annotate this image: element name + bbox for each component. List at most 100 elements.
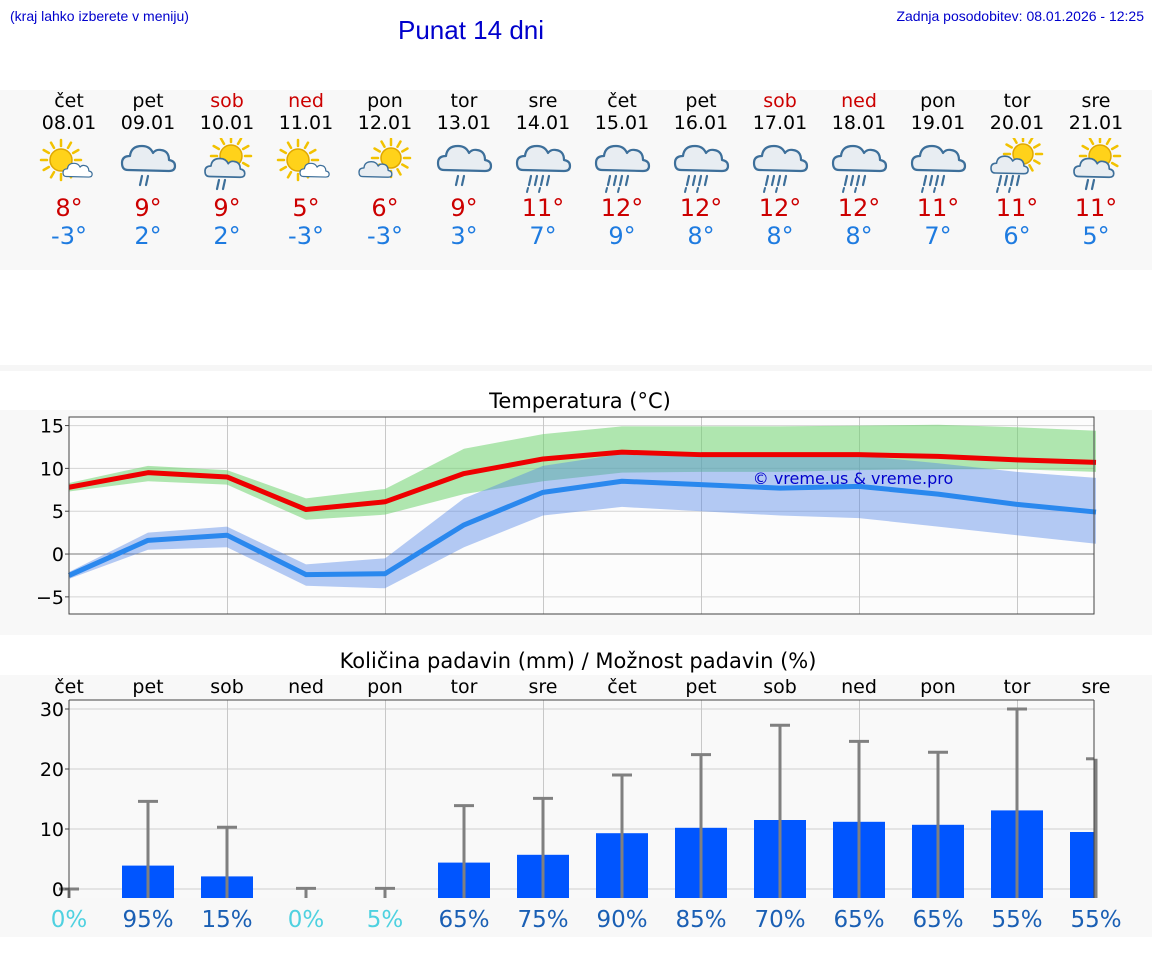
day-date: 11.01	[278, 112, 334, 134]
heavy-rain-icon	[752, 144, 809, 193]
temp-min: 6°	[1003, 222, 1031, 250]
temperature-plot-border	[68, 416, 1095, 615]
temp-min: 9°	[608, 222, 636, 250]
day-column: tor 20.01 11° 6°	[977, 90, 1057, 250]
menu-hint[interactable]: (kraj lahko izberete v meniju)	[10, 8, 189, 24]
section-divider	[0, 365, 1152, 371]
daily-forecast-band	[0, 90, 1152, 270]
day-column: pet 16.01 12° 8°	[661, 90, 741, 250]
day-date: 17.01	[752, 112, 808, 134]
temp-max: 12°	[837, 194, 881, 222]
temp-max: 5°	[292, 194, 320, 222]
max-temp-range-band	[69, 424, 1096, 520]
heavy-rain-icon	[673, 144, 730, 193]
temperature-tick-label: −5	[36, 587, 64, 609]
temp-min: 5°	[1082, 222, 1110, 250]
precip-day-label: sre	[1082, 676, 1111, 698]
precip-day-label: pet	[132, 676, 163, 698]
day-column: ned 18.01 12° 8°	[819, 90, 899, 250]
temperature-tick-label: 0	[52, 544, 64, 566]
day-column: sre 14.01 11° 7°	[503, 90, 583, 250]
sun-rain-icon	[1073, 138, 1122, 191]
precip-probability: 70%	[754, 907, 805, 933]
precip-day-label: čet	[607, 676, 637, 698]
day-name: tor	[450, 90, 478, 112]
temp-max: 9°	[134, 194, 162, 222]
day-date: 21.01	[1068, 112, 1124, 134]
heavy-rain-icon	[515, 144, 572, 193]
temp-max: 12°	[600, 194, 644, 222]
precip-probability: 65%	[438, 907, 489, 933]
temp-max: 8°	[55, 194, 83, 222]
temp-max: 9°	[450, 194, 478, 222]
precip-bar	[1070, 832, 1094, 898]
day-name: tor	[1003, 90, 1031, 112]
rain-cloud-icon	[120, 144, 177, 187]
day-date: 16.01	[673, 112, 729, 134]
precipitation-tick-label: 10	[40, 819, 64, 841]
rain-cloud-icon	[436, 144, 493, 187]
temp-max: 9°	[213, 194, 241, 222]
precip-day-label: pon	[367, 676, 403, 698]
precip-probability: 85%	[675, 907, 726, 933]
day-name: ned	[288, 90, 324, 112]
day-date: 12.01	[357, 112, 413, 134]
day-name: pet	[685, 90, 717, 112]
day-column: pet 09.01 9° 2°	[108, 90, 188, 250]
precip-probability: 65%	[833, 907, 884, 933]
temp-max: 11°	[995, 194, 1039, 222]
heavy-rain-icon	[910, 144, 967, 193]
day-date: 10.01	[199, 112, 255, 134]
precip-day-label: sre	[529, 676, 558, 698]
temperature-tick-label: 15	[40, 416, 64, 438]
day-column: sob 10.01 9° 2°	[187, 90, 267, 250]
precipitation-tick-label: 20	[40, 759, 64, 781]
temperature-tick-label: 5	[52, 501, 64, 523]
precipitation-tick-label: 0	[52, 879, 64, 901]
precip-probability: 0%	[288, 907, 325, 933]
sun-cloud-icon	[39, 138, 93, 182]
temp-max: 12°	[679, 194, 723, 222]
day-name: ned	[841, 90, 877, 112]
day-column: ned 11.01 5° -3°	[266, 90, 346, 250]
precip-probability: 65%	[912, 907, 963, 933]
day-date: 18.01	[831, 112, 887, 134]
precip-day-label: pet	[685, 676, 716, 698]
temp-min: 8°	[687, 222, 715, 250]
precip-day-label: ned	[288, 676, 324, 698]
temp-min: 3°	[450, 222, 478, 250]
day-column: pon 12.01 6° -3°	[345, 90, 425, 250]
temp-min: -3°	[51, 222, 87, 250]
day-name: sre	[1081, 90, 1111, 112]
temp-max: 6°	[371, 194, 399, 222]
temperature-title: Temperatura (°C)	[488, 389, 671, 413]
precip-probability: 95%	[122, 907, 173, 933]
precip-day-label: sob	[763, 676, 797, 698]
temp-min: 2°	[213, 222, 241, 250]
day-column: sob 17.01 12° 8°	[740, 90, 820, 250]
precip-probability: 15%	[201, 907, 252, 933]
precipitation-tick-label: 30	[40, 699, 64, 721]
precip-day-label: ned	[841, 676, 877, 698]
temp-max: 11°	[1074, 194, 1118, 222]
temp-min: 2°	[134, 222, 162, 250]
day-date: 20.01	[989, 112, 1045, 134]
temp-max: 11°	[521, 194, 565, 222]
precip-probability: 0%	[51, 907, 88, 933]
temp-min: 7°	[924, 222, 952, 250]
day-name: pon	[367, 90, 403, 112]
temp-min: -3°	[288, 222, 324, 250]
temp-min: 8°	[766, 222, 794, 250]
last-updated: Zadnja posodobitev: 08.01.2026 - 12:25	[896, 8, 1144, 24]
copyright-watermark: © vreme.us & vreme.pro	[753, 469, 954, 488]
day-name: čet	[54, 90, 84, 112]
min-temp-line	[67, 478, 1097, 578]
precip-day-label: čet	[54, 676, 84, 698]
temp-min: 8°	[845, 222, 873, 250]
day-column: čet 08.01 8° -3°	[29, 90, 109, 250]
precip-day-label: tor	[1004, 676, 1031, 698]
day-date: 15.01	[594, 112, 650, 134]
day-date: 19.01	[910, 112, 966, 134]
cloud-sun-icon	[358, 138, 412, 179]
day-name: sre	[528, 90, 558, 112]
